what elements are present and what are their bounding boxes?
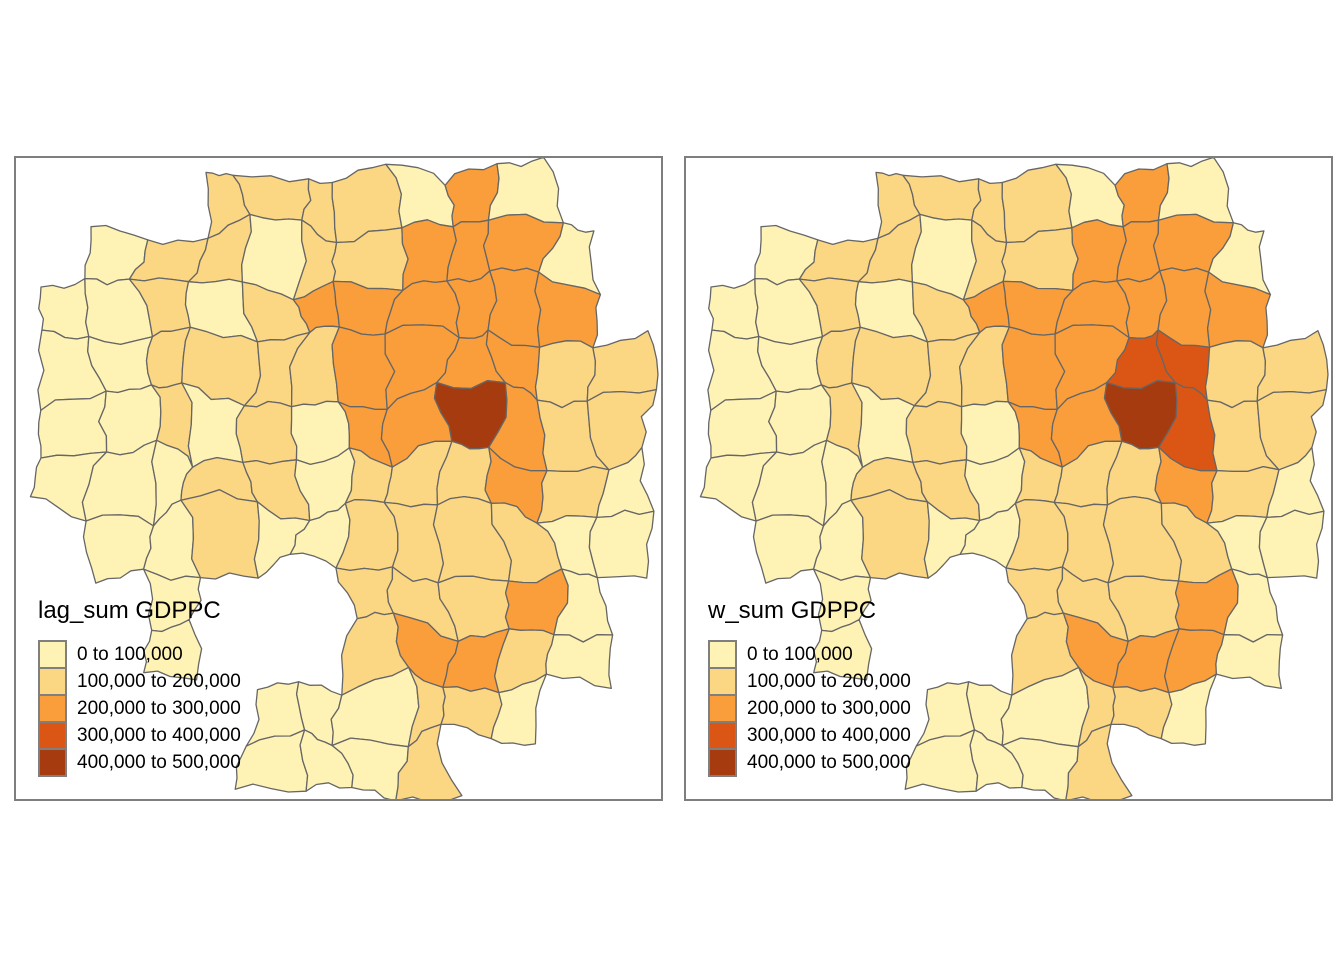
legend-rows: 0 to 100,000 100,000 to 200,000 200,000 … [708,640,911,777]
county-region [586,330,659,402]
county-region [1005,566,1065,620]
county-region [335,566,395,620]
county-region [1157,158,1235,224]
county-region [331,737,409,799]
legend-label: 0 to 100,000 [747,643,853,665]
legend-label: 100,000 to 200,000 [77,670,241,692]
legend-swatch-class-3 [708,721,737,750]
legend-label: 200,000 to 300,000 [77,697,241,719]
county-region [82,514,155,584]
county-region [708,277,760,340]
choropleth-map-left [29,158,659,799]
legend-title: lag_sum GDPPC [38,597,221,624]
legend-item: 200,000 to 300,000 [38,694,241,723]
legend-swatch-class-2 [38,694,67,723]
county-region [545,634,614,690]
county-region [1204,340,1267,409]
legend-swatch-class-1 [708,667,737,696]
legend-item: 300,000 to 400,000 [708,721,911,750]
map-legend-left: lag_sum GDPPC 0 to 100,000 100,000 to 20… [38,598,241,777]
legend-swatch-class-4 [708,748,737,777]
legend-title: w_sum GDPPC [708,597,877,624]
county-region [1256,330,1329,402]
county-region [446,219,491,283]
county-region [905,400,968,465]
choropleth-map-right [699,158,1329,799]
county-region [38,277,90,340]
legend-swatch-class-2 [708,694,737,723]
county-region [235,400,298,465]
legend-item: 400,000 to 500,000 [38,748,241,777]
legend-label: 300,000 to 400,000 [77,724,241,746]
legend-swatch-class-4 [38,748,67,777]
county-region [1160,673,1218,746]
legend-item: 100,000 to 200,000 [708,667,911,696]
county-region [904,729,979,793]
county-region [1215,634,1284,690]
county-region [1001,737,1079,799]
legend-item: 100,000 to 200,000 [38,667,241,696]
legend-label: 300,000 to 400,000 [747,724,911,746]
county-region [586,388,658,471]
county-region [395,723,463,799]
county-region [490,673,548,746]
map-legend-right: w_sum GDPPC 0 to 100,000 100,000 to 200,… [708,598,911,777]
legend-item: 0 to 100,000 [38,640,241,669]
county-region [534,340,597,409]
county-region [1116,219,1161,283]
county-region [813,619,873,681]
county-region [588,509,655,579]
legend-label: 400,000 to 500,000 [747,751,911,773]
legend-label: 100,000 to 200,000 [747,670,911,692]
county-region [487,158,565,224]
legend-swatch-class-0 [708,640,737,669]
county-region [143,619,203,681]
county-region [1065,723,1133,799]
legend-item: 400,000 to 500,000 [708,748,911,777]
legend-swatch-class-3 [38,721,67,750]
county-region [234,729,309,793]
legend-swatch-class-0 [38,640,67,669]
legend-rows: 0 to 100,000 100,000 to 200,000 200,000 … [38,640,241,777]
map-panel-right: w_sum GDPPC 0 to 100,000 100,000 to 200,… [684,156,1333,801]
legend-label: 200,000 to 300,000 [747,697,911,719]
legend-item: 300,000 to 400,000 [38,721,241,750]
map-panel-left: lag_sum GDPPC 0 to 100,000 100,000 to 20… [14,156,663,801]
legend-label: 0 to 100,000 [77,643,183,665]
legend-item: 0 to 100,000 [708,640,911,669]
legend-swatch-class-1 [38,667,67,696]
county-region [1256,388,1328,471]
legend-item: 200,000 to 300,000 [708,694,911,723]
county-region [752,514,825,584]
legend-label: 400,000 to 500,000 [77,751,241,773]
county-region [1258,509,1325,579]
